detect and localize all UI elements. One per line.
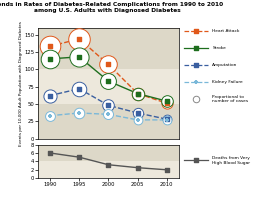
Point xyxy=(48,151,52,154)
Point xyxy=(193,159,197,162)
Point xyxy=(164,100,168,103)
Point xyxy=(77,55,81,58)
Point xyxy=(135,92,139,95)
Point xyxy=(77,55,81,58)
Point xyxy=(77,37,81,40)
Point xyxy=(164,118,168,121)
Bar xyxy=(38,104,178,139)
Point xyxy=(135,92,139,95)
Point xyxy=(48,114,52,117)
Bar xyxy=(38,69,178,104)
Point xyxy=(48,57,52,60)
Point xyxy=(48,94,52,97)
Point xyxy=(106,79,110,83)
Point xyxy=(135,166,139,169)
Point xyxy=(106,113,110,116)
Point xyxy=(135,111,139,114)
Point xyxy=(164,100,168,103)
Point xyxy=(106,63,110,66)
Point xyxy=(135,111,139,114)
Point xyxy=(164,168,168,171)
Text: Proportional to
number of cases: Proportional to number of cases xyxy=(212,95,248,103)
Y-axis label: Events per 10,000 Adult Population with Diagnosed Diabetes: Events per 10,000 Adult Population with … xyxy=(19,21,23,146)
Point xyxy=(193,63,197,66)
Point xyxy=(48,45,52,48)
Point xyxy=(135,118,139,121)
Point xyxy=(193,29,197,32)
Point xyxy=(48,45,52,48)
Point xyxy=(106,63,110,66)
Point xyxy=(164,102,168,105)
Text: Stroke: Stroke xyxy=(212,46,226,50)
Point xyxy=(106,163,110,166)
Point xyxy=(48,94,52,97)
Point xyxy=(48,57,52,60)
Point xyxy=(164,118,168,121)
Text: Heart Attack: Heart Attack xyxy=(212,29,239,33)
Point xyxy=(48,114,52,117)
Point xyxy=(77,111,81,114)
Text: Deaths from Very
High Blood Sugar: Deaths from Very High Blood Sugar xyxy=(212,156,249,165)
Point xyxy=(193,97,197,100)
Bar xyxy=(38,161,178,178)
Point xyxy=(77,156,81,159)
Point xyxy=(77,87,81,90)
Point xyxy=(164,118,168,121)
Point xyxy=(135,118,139,121)
Point xyxy=(106,113,110,116)
Point xyxy=(77,111,81,114)
Text: Amputation: Amputation xyxy=(212,63,237,67)
Point xyxy=(77,87,81,90)
Point xyxy=(193,80,197,83)
Bar xyxy=(38,145,178,161)
Point xyxy=(106,104,110,107)
Point xyxy=(135,92,139,95)
Point xyxy=(106,104,110,107)
Point xyxy=(164,102,168,105)
Point xyxy=(164,118,168,121)
Bar xyxy=(38,28,178,69)
Point xyxy=(193,46,197,49)
Text: Kidney Failure: Kidney Failure xyxy=(212,80,242,84)
Point xyxy=(135,92,139,95)
Point xyxy=(106,79,110,83)
Point xyxy=(77,37,81,40)
Text: Trends in Rates of Diabetes-Related Complications from 1990 to 2010
among U.S. A: Trends in Rates of Diabetes-Related Comp… xyxy=(0,2,222,13)
